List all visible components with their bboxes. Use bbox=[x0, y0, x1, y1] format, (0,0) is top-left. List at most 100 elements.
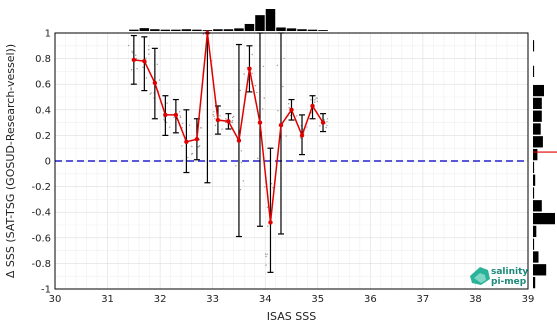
top-hist-bar bbox=[297, 29, 307, 31]
x-tick-labels: 30 31 32 33 34 35 36 37 38 39 bbox=[49, 294, 535, 305]
top-hist-bar bbox=[129, 29, 139, 31]
top-hist-bar bbox=[171, 29, 181, 31]
scatter-point bbox=[147, 45, 150, 47]
scatter-point bbox=[235, 165, 237, 167]
series-point bbox=[257, 120, 263, 125]
scatter-point bbox=[181, 127, 184, 129]
right-hist-bar bbox=[533, 161, 535, 174]
series-point bbox=[142, 58, 147, 64]
scatter-point bbox=[314, 99, 316, 101]
y-tick-label: 1 bbox=[45, 29, 51, 40]
y-tick-label: 0 bbox=[45, 157, 51, 168]
series-point bbox=[299, 133, 305, 138]
scatter-point bbox=[135, 54, 137, 56]
scatter-point bbox=[264, 186, 266, 188]
scatter-point bbox=[285, 135, 287, 137]
scatter-point bbox=[272, 187, 274, 189]
scatter-point bbox=[166, 102, 168, 104]
scatter-point bbox=[181, 145, 183, 147]
scatter-point bbox=[198, 144, 201, 147]
scatter-point bbox=[188, 124, 191, 126]
top-hist-bar bbox=[265, 9, 276, 31]
scatter-point bbox=[191, 145, 193, 148]
top-hist-bar bbox=[318, 30, 328, 31]
right-hist-bar bbox=[533, 212, 555, 225]
scatter-point bbox=[230, 121, 232, 123]
top-hist-bar bbox=[150, 29, 160, 31]
series-point bbox=[194, 137, 200, 142]
top-hist-bar bbox=[307, 29, 318, 31]
top-hist-bar bbox=[276, 27, 286, 31]
y-axis-label: Δ SSS (SAT-TSG (GOSUD-Research-vessel)) bbox=[4, 44, 17, 278]
scatter-point bbox=[214, 124, 217, 127]
series-point bbox=[152, 80, 158, 86]
series-point bbox=[131, 57, 137, 63]
right-histogram bbox=[533, 40, 557, 289]
scatter-point bbox=[212, 114, 214, 116]
right-hist-bar bbox=[533, 65, 535, 78]
right-hist-bar bbox=[533, 148, 538, 161]
scatter-point bbox=[251, 53, 254, 56]
top-hist-bar bbox=[160, 29, 171, 31]
logo-shape-inner bbox=[474, 273, 486, 283]
top-hist-bar bbox=[202, 30, 213, 31]
scatter-point bbox=[145, 57, 147, 59]
scatter-point bbox=[191, 152, 194, 155]
top-hist-bar bbox=[213, 29, 223, 31]
scatter-point bbox=[202, 33, 205, 35]
scatter-point bbox=[265, 264, 267, 266]
right-hist-bar bbox=[533, 110, 542, 122]
scatter-point bbox=[163, 120, 166, 122]
scatter-point bbox=[214, 118, 216, 120]
y-tick-label: 0.8 bbox=[35, 54, 51, 65]
scatter-point bbox=[130, 69, 133, 71]
scatter-point bbox=[263, 97, 265, 99]
x-tick-label: 30 bbox=[49, 294, 62, 305]
scatter-point bbox=[231, 116, 234, 119]
plot-frame bbox=[54, 32, 529, 290]
scatter-point bbox=[135, 57, 138, 60]
scatter-point bbox=[314, 101, 316, 103]
right-hist-bar bbox=[533, 40, 535, 52]
y-tick-label: 0.2 bbox=[35, 131, 51, 142]
scatter-point bbox=[225, 118, 227, 120]
scatter-point bbox=[243, 73, 245, 75]
scatter-point bbox=[136, 67, 138, 70]
scatter-point bbox=[219, 115, 221, 117]
scatter-point bbox=[262, 108, 264, 110]
series-point bbox=[226, 119, 231, 124]
scatter-point bbox=[127, 44, 130, 47]
scatter-point bbox=[198, 146, 200, 148]
x-tick-label: 36 bbox=[364, 294, 377, 305]
x-tick-label: 35 bbox=[311, 294, 324, 305]
top-hist-bar bbox=[223, 29, 234, 31]
x-axis-label: ISAS SSS bbox=[267, 310, 316, 323]
x-tick-label: 39 bbox=[522, 294, 535, 305]
scatter-point bbox=[231, 121, 234, 124]
scatter-point bbox=[163, 118, 165, 120]
top-histogram bbox=[129, 9, 328, 31]
scatter-point bbox=[242, 180, 245, 182]
scatter-point bbox=[158, 79, 161, 81]
scatter-point bbox=[165, 121, 168, 124]
scatter-point bbox=[265, 255, 267, 258]
scatter-point bbox=[323, 119, 326, 121]
scatter-point bbox=[145, 77, 148, 79]
scatter-point bbox=[221, 128, 223, 130]
scatter-point bbox=[319, 125, 321, 127]
x-tick-label: 34 bbox=[259, 294, 272, 305]
series-point bbox=[278, 122, 284, 128]
scatter-point bbox=[200, 126, 202, 129]
right-hist-bar bbox=[533, 225, 537, 238]
y-tick-label: -0.8 bbox=[31, 259, 51, 270]
scatter-points bbox=[127, 33, 329, 266]
scatter-point bbox=[150, 92, 152, 94]
scatter-point bbox=[316, 100, 319, 103]
right-hist-bar bbox=[533, 174, 536, 186]
scatter-point bbox=[187, 156, 189, 159]
scatter-point bbox=[262, 65, 265, 68]
right-hist-bar bbox=[533, 97, 542, 110]
scatter-point bbox=[148, 53, 150, 55]
top-hist-bar bbox=[244, 23, 255, 31]
scatter-point bbox=[326, 121, 328, 123]
